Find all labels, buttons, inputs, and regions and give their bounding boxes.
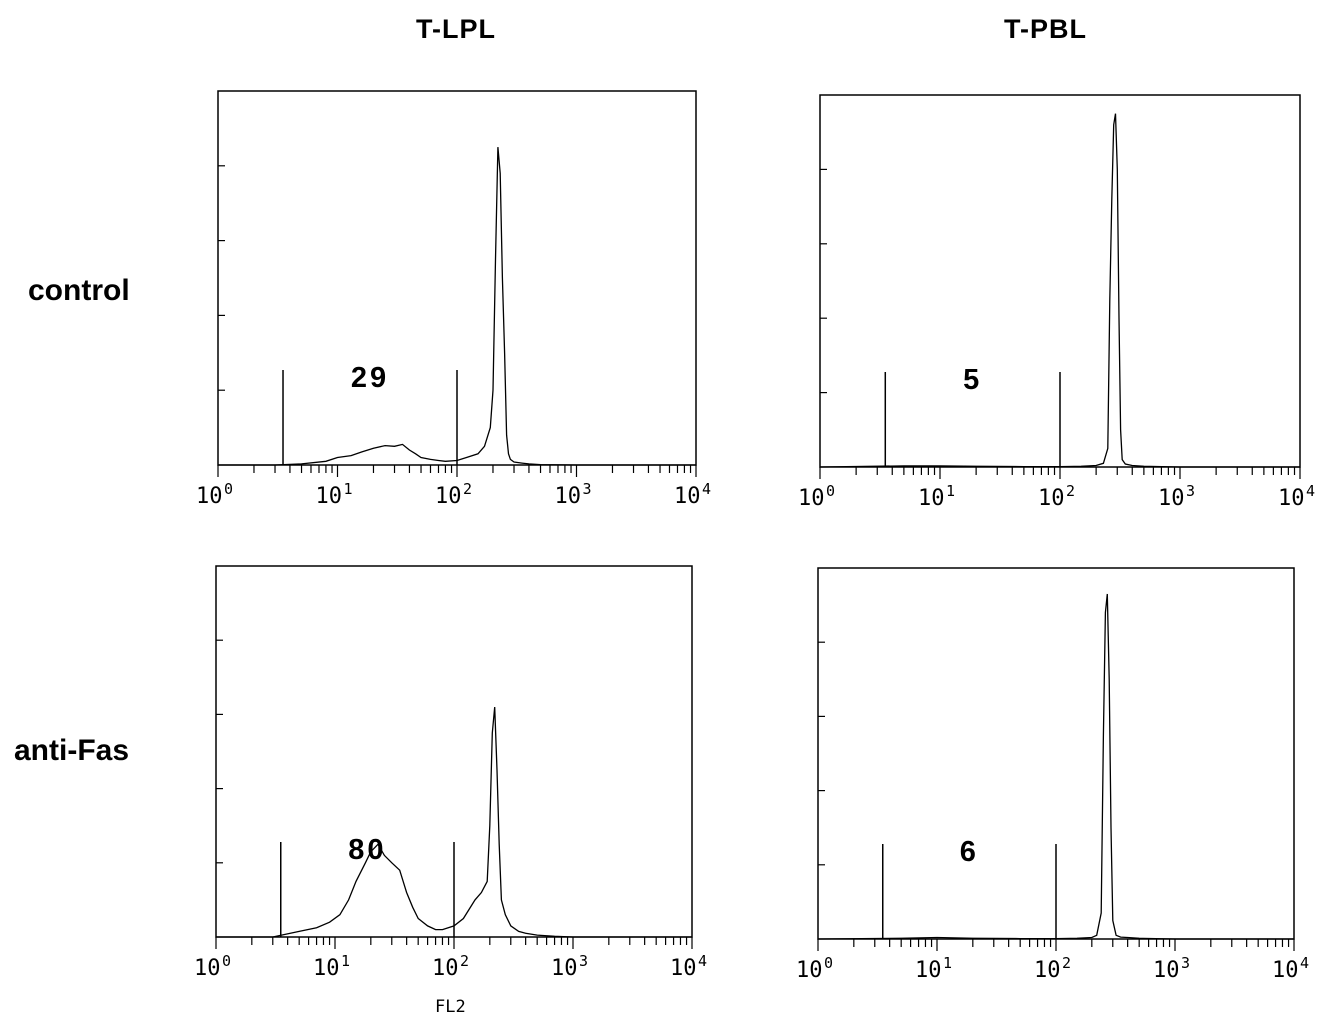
histogram-line [216,706,692,938]
x-tick-exponent: 3 [1181,954,1190,972]
gate-percent-label: 29 [351,362,389,394]
x-tick-exponent: 2 [460,952,469,970]
x-tick-label: 10 [796,958,823,983]
x-tick-exponent: 2 [1066,482,1075,500]
x-tick-label: 10 [1278,486,1305,511]
x-tick-label: 10 [196,484,223,509]
x-tick-exponent: 1 [943,954,952,972]
x-tick-label: 10 [915,958,942,983]
x-tick-exponent: 1 [946,482,955,500]
x-tick-exponent: 3 [583,480,592,498]
x-tick-label: 10 [555,484,582,509]
x-tick-label: 10 [194,956,221,981]
x-tick-label: 10 [670,956,697,981]
x-tick-label: 10 [551,956,578,981]
gate-percent-label: 80 [348,834,386,866]
x-tick-label: 10 [432,956,459,981]
gate-percent-label: 6 [960,836,979,868]
column-title-t-lpl: T-LPL [416,14,496,44]
x-tick-exponent: 2 [463,480,472,498]
x-tick-exponent: 0 [826,482,835,500]
x-tick-exponent: 4 [702,480,711,498]
histogram-line [218,147,696,466]
x-tick-label: 10 [435,484,462,509]
column-title-t-pbl: T-PBL [1004,14,1087,44]
x-tick-exponent: 3 [579,952,588,970]
x-tick-exponent: 0 [222,952,231,970]
row-label-anti-fas: anti-Fas [14,734,130,767]
x-tick-exponent: 0 [224,480,233,498]
x-tick-exponent: 1 [344,480,353,498]
x-tick-label: 10 [1034,958,1061,983]
row-label-control: control [28,274,130,307]
x-tick-exponent: 3 [1186,482,1195,500]
x-tick-exponent: 1 [341,952,350,970]
histogram-line [819,113,1300,468]
x-tick-exponent: 4 [698,952,707,970]
x-tick-label: 10 [798,486,825,511]
x-axis-label: FL2 [435,997,466,1015]
x-tick-exponent: 2 [1062,954,1071,972]
x-tick-exponent: 4 [1306,482,1315,500]
x-tick-exponent: 4 [1300,954,1309,972]
histogram-line [817,593,1294,940]
x-tick-label: 10 [1153,958,1180,983]
gate-percent-label: 5 [963,364,982,396]
x-tick-label: 10 [918,486,945,511]
x-tick-label: 10 [313,956,340,981]
x-tick-label: 10 [1038,486,1065,511]
x-tick-label: 10 [674,484,701,509]
x-tick-label: 10 [316,484,343,509]
x-tick-label: 10 [1272,958,1299,983]
x-tick-exponent: 0 [824,954,833,972]
x-tick-label: 10 [1158,486,1185,511]
